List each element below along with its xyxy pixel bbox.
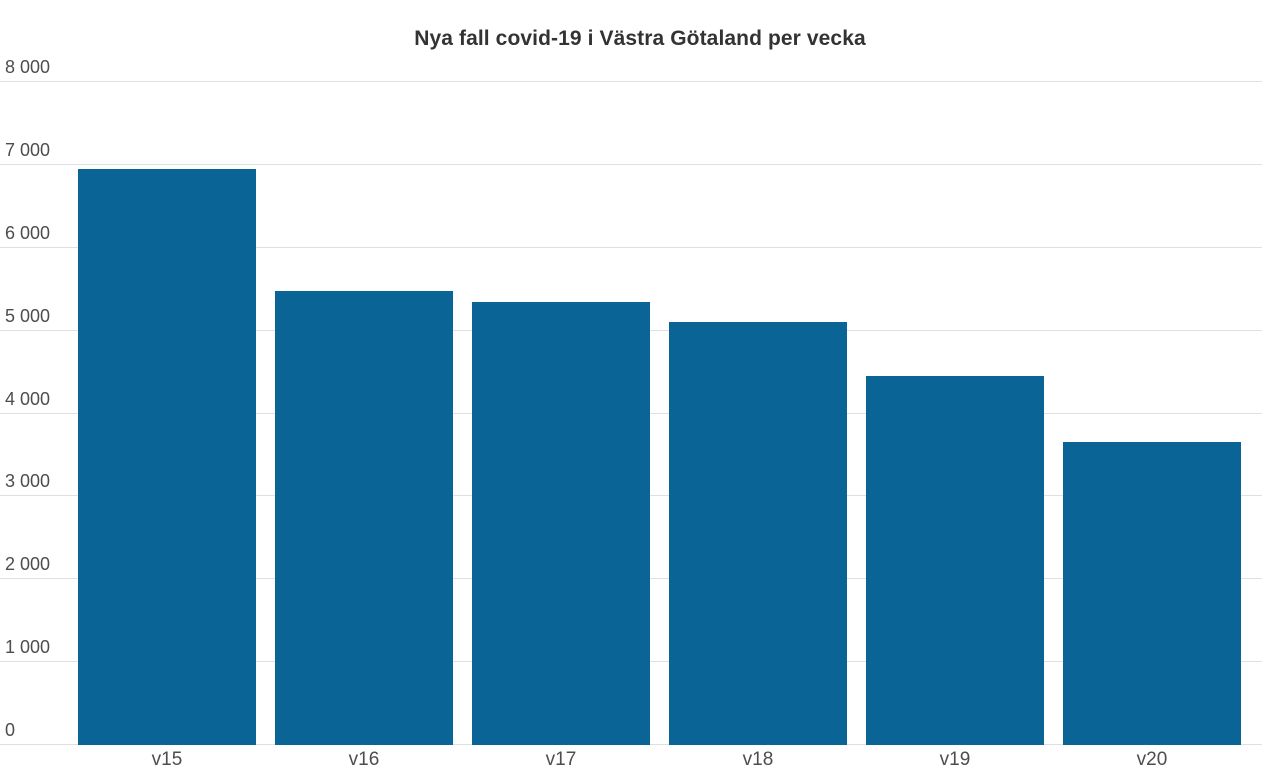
y-axis-label: 5 000 (5, 305, 51, 326)
y-axis-label: 0 (5, 720, 16, 740)
bar-v20[interactable] (1063, 441, 1241, 745)
y-axis-label: 4 000 (5, 388, 51, 409)
bar-v17[interactable] (472, 302, 650, 745)
x-axis-label-v16: v16 (348, 749, 380, 770)
x-axis-label-v20: v20 (1136, 749, 1168, 770)
bar-v18[interactable] (669, 322, 847, 745)
chart-title: Nya fall covid-19 i Västra Götaland per … (414, 27, 866, 50)
y-axis-label: 1 000 (5, 637, 51, 658)
y-axis-label: 2 000 (5, 554, 51, 575)
y-axis-label: 8 000 (5, 57, 51, 77)
y-axis-label: 7 000 (5, 139, 51, 160)
x-axis-label-v17: v17 (545, 749, 577, 770)
bar-v16[interactable] (275, 290, 453, 745)
y-axis-label: 3 000 (5, 471, 51, 492)
x-axis-label-v18: v18 (742, 749, 774, 770)
bar-v19[interactable] (866, 376, 1044, 745)
x-axis-label-v19: v19 (939, 749, 971, 770)
bar-v15[interactable] (78, 168, 256, 745)
gridline (0, 81, 1262, 82)
gridline (0, 163, 1262, 165)
y-axis-label: 6 000 (5, 222, 51, 243)
x-axis-label-v15: v15 (151, 749, 183, 770)
gridline (0, 246, 1262, 248)
